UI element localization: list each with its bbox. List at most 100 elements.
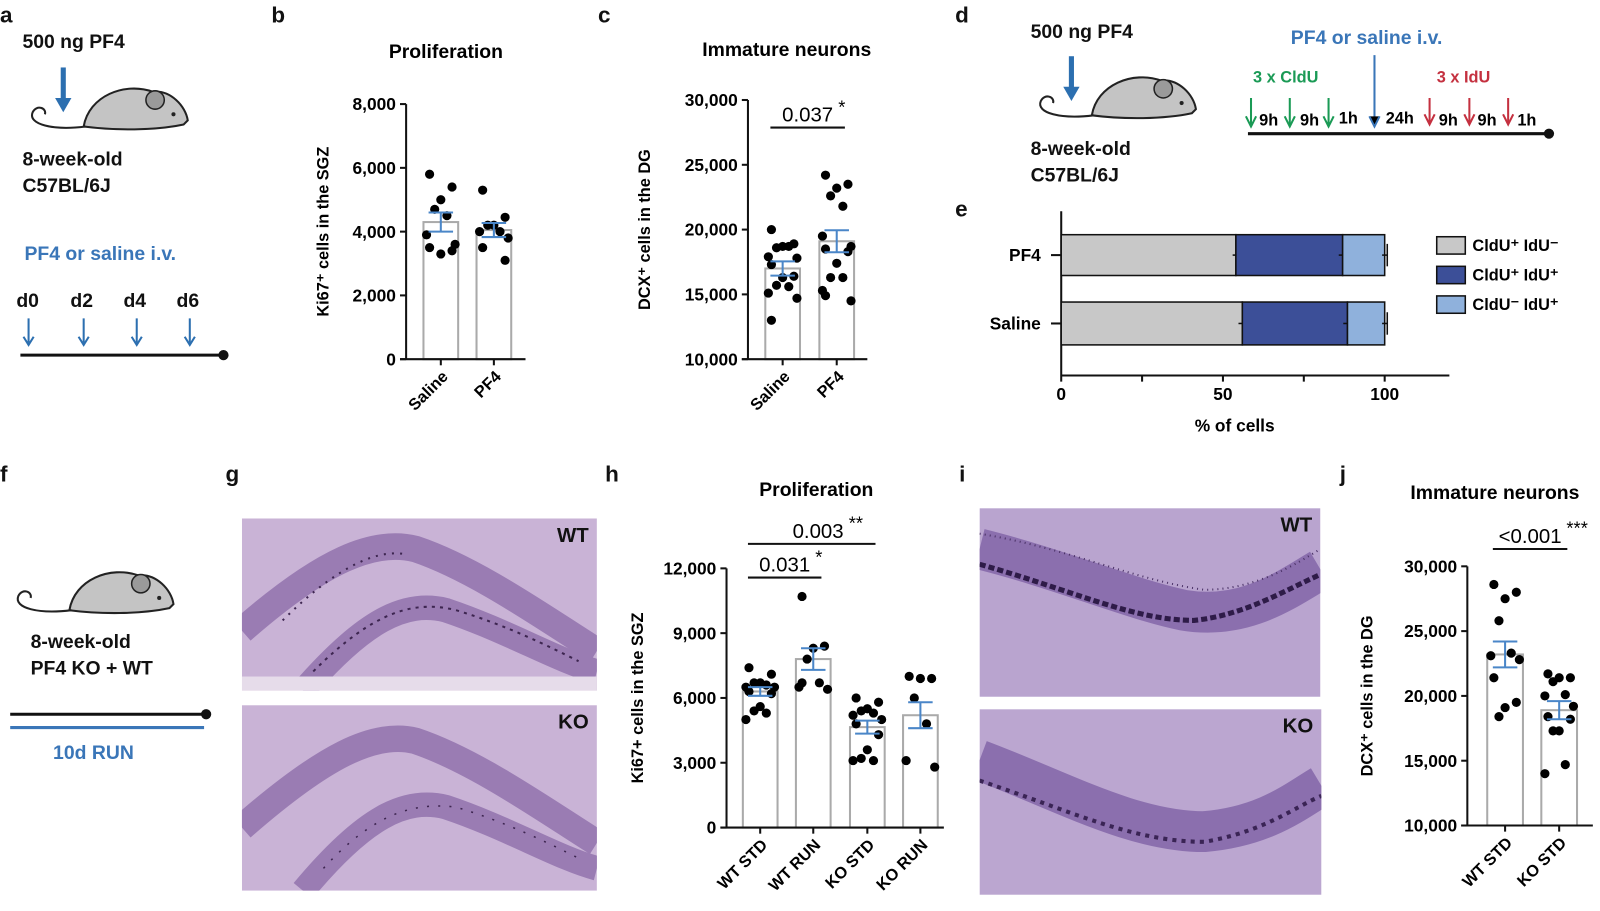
x-tick-label: WT STD [1459,834,1516,891]
x-tick-label: 0 [1056,384,1066,404]
data-point [851,693,861,703]
data-point [820,291,831,301]
y-tick-label: 25,000 [1404,621,1457,641]
data-point [447,182,457,192]
data-point [873,697,884,707]
genotype-tag: KO [1282,715,1314,738]
chart-e-label-retention: 0 50 100 % of cells PF4 Saline CldU⁺ IdU⁻ CldU⁺… [990,211,1559,436]
data-point [478,242,488,253]
panel-label-d: d [955,2,969,28]
data-point [930,762,940,772]
data-point [1565,673,1575,683]
y-tick-label: 10,000 [685,349,738,369]
treatment-label: PF4 or saline i.v. [1290,27,1443,49]
data-point [856,706,866,716]
data-point [1548,726,1558,736]
data-point [814,678,824,688]
mouse-age: 8-week-old [22,148,123,171]
data-point [478,185,488,195]
data-point [797,678,807,688]
y-axis-label: DCX⁺ cells in the DG [1358,615,1376,776]
y-tick-label: PF4 [1009,245,1041,265]
data-point [763,288,773,298]
histology-image-ko-ki67: KO [241,705,597,891]
data-point [822,684,833,694]
bar [1486,653,1524,827]
panel-label-e: e [955,195,968,222]
data-point [1543,669,1553,679]
panel-label-a: a [0,2,13,28]
chart-title: Immature neurons [702,39,871,61]
data-point [447,246,457,256]
y-tick-label: 0 [707,818,717,838]
dose-label: 500 ng PF4 [22,31,125,54]
significance-stars: ** [849,513,863,534]
data-point [749,678,759,688]
data-point [436,249,446,259]
data-point [848,755,858,766]
mouse-icon [1039,56,1197,120]
histology-image-wt-dcx: WT [979,508,1321,697]
data-point [1511,697,1521,707]
data-point [826,191,836,201]
panel-label-i: i [959,461,966,487]
stacked-segment [1346,301,1386,346]
stacked-segment [1060,301,1244,346]
data-point [1494,616,1504,626]
data-point [846,296,856,306]
y-tick-label: 30,000 [685,90,738,110]
interval-label: 9h [1477,112,1497,130]
y-tick-label: 6,000 [673,688,716,708]
y-tick-label: 25,000 [685,155,738,175]
data-point [1560,690,1570,700]
chart-title: Proliferation [389,41,503,63]
data-point [763,252,773,262]
y-tick-label: 12,000 [663,558,716,578]
data-point [904,671,914,681]
data-point [436,195,446,205]
histology-image-wt-ki67: WT [241,518,597,691]
data-point [1500,594,1510,604]
data-point [838,201,848,211]
x-tick-label: KO STD [1514,834,1570,890]
y-tick-label: Saline [990,314,1041,334]
y-tick-label: 20,000 [1404,686,1457,706]
x-tick-label: 50 [1213,384,1232,404]
data-point [792,293,802,303]
chart-title: Proliferation [759,479,873,501]
x-tick-label: 100 [1370,384,1399,404]
stacked-segment [1341,233,1386,277]
y-tick-label: 8,000 [353,94,396,114]
y-tick-label: 3,000 [673,753,716,773]
data-point [843,179,853,189]
data-point [909,693,919,703]
data-point [1489,673,1499,683]
chart-b-proliferation: Proliferation Ki67⁺ cells in the SGZ 0 2,00… [315,41,526,414]
data-point [817,231,828,241]
data-point [797,591,807,602]
panel-label-j: j [1339,461,1347,487]
panel-label-c: c [597,2,611,28]
interval-label: 24h [1385,110,1414,128]
interval-label: 9h [1299,112,1320,130]
data-point [1568,701,1579,711]
data-point [873,730,884,740]
data-point [838,272,848,283]
data-point [915,673,925,684]
data-point [771,280,782,290]
day-label: d4 [123,290,147,313]
mouse-age: 8-week-old [1030,138,1131,161]
genotype-tag: WT [557,524,589,547]
treatment-label: PF4 or saline i.v. [24,243,177,266]
cldu-label: 3 x CldU [1253,69,1319,87]
data-point [901,755,911,766]
y-tick-label: 15,000 [685,285,738,305]
genotype-tag: WT [1280,514,1313,537]
legend-label: CldU⁻ IdU⁺ [1472,296,1558,314]
interval-label: 1h [1338,110,1358,128]
data-point [766,315,777,325]
p-value: 0.003 [793,521,844,543]
data-point [1540,769,1550,779]
chart-c-immature-neurons: Immature neurons DCX⁺ cells in the DG 10,0… [636,39,871,414]
